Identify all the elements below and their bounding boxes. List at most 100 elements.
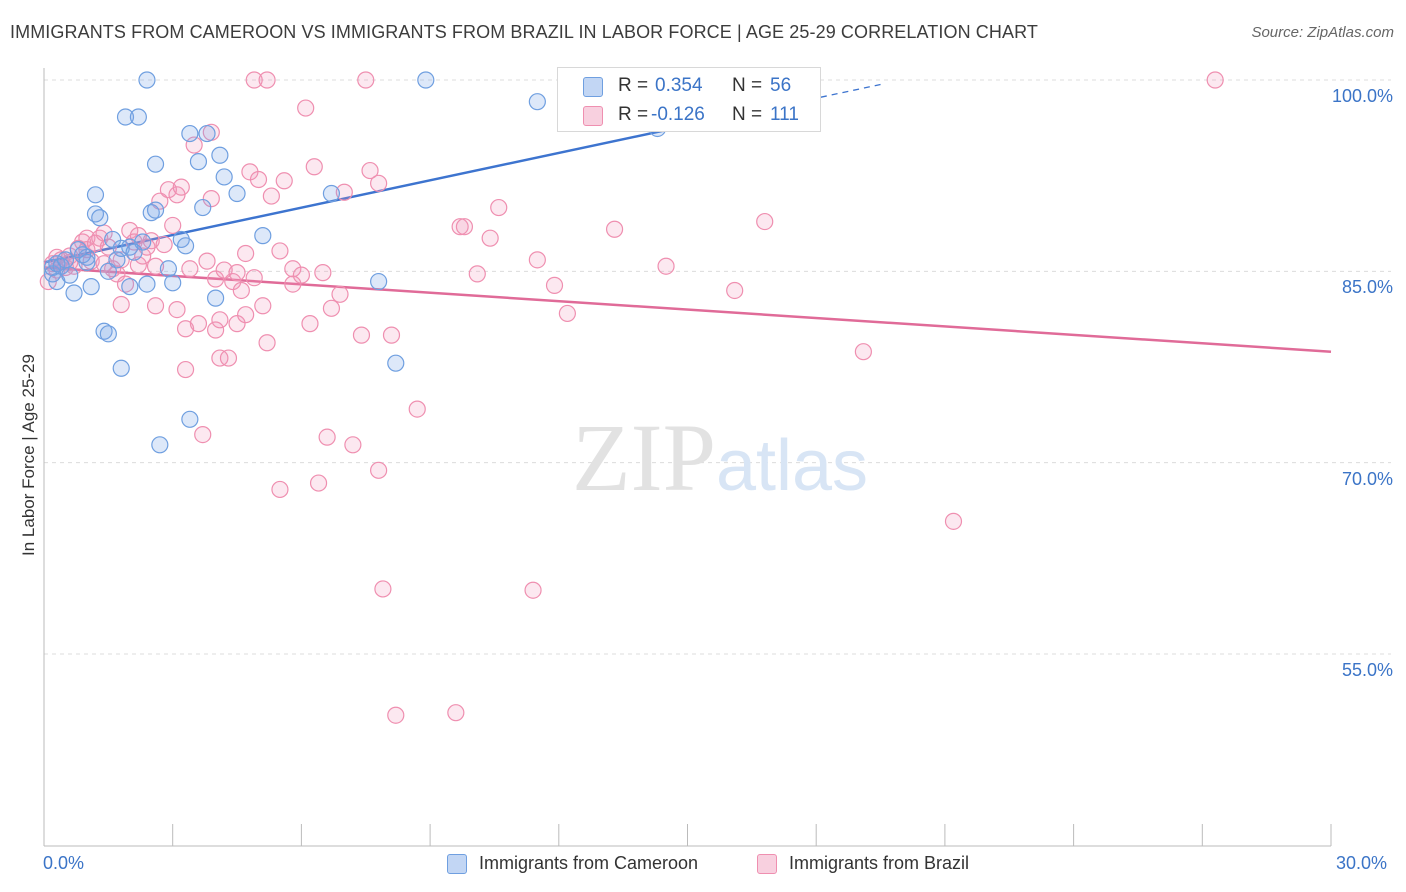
brazil-point xyxy=(657,257,675,275)
brazil-point xyxy=(211,311,229,329)
brazil-point xyxy=(198,252,216,270)
cameroon-point xyxy=(159,260,178,278)
brazil-point xyxy=(249,170,268,189)
cameroon-point xyxy=(112,239,130,257)
brazil-point xyxy=(245,269,263,287)
brazil-point xyxy=(271,242,289,260)
brazil-swatch xyxy=(757,854,777,874)
y-tick-label: 85.0% xyxy=(1341,277,1393,298)
cameroon-point xyxy=(65,284,83,302)
y-tick-label: 55.0% xyxy=(1341,660,1393,680)
cameroon-point xyxy=(56,251,75,269)
brazil-point xyxy=(455,218,474,236)
brazil-point xyxy=(408,400,426,418)
brazil-point xyxy=(142,232,160,250)
brazil-point xyxy=(146,257,165,275)
brazil-point xyxy=(129,256,147,274)
cameroon-point xyxy=(181,410,199,428)
brazil-point xyxy=(172,178,190,196)
legend-n-label: N = xyxy=(732,75,763,96)
brazil-point xyxy=(382,326,401,344)
brazil-point xyxy=(301,315,319,333)
cameroon-point xyxy=(387,354,405,372)
brazil-point xyxy=(490,198,508,217)
cameroon-point xyxy=(121,278,139,296)
brazil-point xyxy=(854,343,872,361)
watermark-zip: ZIP xyxy=(572,404,716,511)
correlation-legend: R = 0.354 N = 56 R = -0.126 N = 111 xyxy=(557,67,821,132)
cameroon-point xyxy=(138,71,156,89)
legend-label-brazil: Immigrants from Brazil xyxy=(789,853,970,873)
brazil-point xyxy=(447,704,465,722)
cameroon-point xyxy=(176,237,195,255)
brazil-point xyxy=(481,229,499,247)
source-credit: Source: ZipAtlas.com xyxy=(1251,24,1394,41)
brazil-point xyxy=(181,260,199,278)
data-points xyxy=(39,71,1224,724)
chart-title: IMMIGRANTS FROM CAMEROON VS IMMIGRANTS F… xyxy=(10,22,1038,42)
legend-n-value: 56 xyxy=(770,75,792,96)
cameroon-point xyxy=(116,108,135,126)
brazil-point xyxy=(297,99,315,117)
brazil-point xyxy=(944,512,963,530)
brazil-point xyxy=(352,326,371,344)
brazil-point xyxy=(318,428,336,446)
cameroon-point xyxy=(104,230,122,249)
cameroon-point xyxy=(211,146,229,164)
legend-n-label: N = xyxy=(732,104,763,125)
cameroon-point xyxy=(112,359,130,377)
brazil-point xyxy=(262,187,280,205)
watermark-atlas: atlas xyxy=(716,426,868,506)
legend-r-value: -0.126 xyxy=(651,104,705,125)
brazil-point xyxy=(112,295,130,314)
brazil-point xyxy=(284,275,302,293)
brazil-point xyxy=(189,315,208,333)
brazil-point xyxy=(232,281,250,300)
y-tick-label: 100.0% xyxy=(1331,86,1393,106)
brazil-point xyxy=(275,172,293,190)
brazil-point xyxy=(284,260,302,278)
cameroon-point xyxy=(228,184,246,203)
y-tick-label: 70.0% xyxy=(1341,468,1393,489)
brazil-point xyxy=(151,192,169,210)
brazil-point xyxy=(155,235,173,254)
series-legend: Immigrants from Cameroon Immigrants from… xyxy=(0,852,1406,878)
cameroon-point xyxy=(61,266,79,284)
cameroon-point xyxy=(194,198,212,217)
brazil-point xyxy=(176,360,195,379)
brazil-point xyxy=(756,212,774,231)
brazil-point xyxy=(331,285,349,303)
brazil-point xyxy=(370,461,388,479)
brazil-point xyxy=(237,244,255,263)
cameroon-point xyxy=(82,278,100,296)
brazil-point xyxy=(254,297,272,315)
legend-row-cameroon: R = 0.354 N = 56 xyxy=(558,72,820,102)
brazil-point xyxy=(202,190,220,208)
brazil-point xyxy=(159,181,178,199)
brazil-point xyxy=(215,261,233,279)
cameroon-point xyxy=(164,274,182,292)
brazil-point xyxy=(545,276,564,294)
brazil-point xyxy=(271,480,289,499)
cameroon-point xyxy=(189,153,208,171)
brazil-point xyxy=(374,580,392,598)
cameroon-trend-line xyxy=(43,123,693,264)
cameroon-point xyxy=(99,325,117,343)
brazil-point xyxy=(207,270,225,288)
cameroon-point xyxy=(86,186,105,204)
brazil-point xyxy=(370,174,388,192)
legend-label-cameroon: Immigrants from Cameroon xyxy=(479,853,699,873)
brazil-point xyxy=(194,426,212,444)
cameroon-swatch xyxy=(447,854,467,874)
brazil-point xyxy=(726,281,744,300)
cameroon-point xyxy=(138,275,156,293)
brazil-point xyxy=(322,299,341,317)
brazil-point xyxy=(237,306,255,324)
brazil-point xyxy=(1206,71,1224,89)
cameroon-point xyxy=(125,243,143,261)
brazil-point xyxy=(528,251,546,269)
brazil-point xyxy=(224,272,242,291)
brazil-point xyxy=(524,581,542,599)
x-tick-label-min: 0.0% xyxy=(43,853,85,873)
brazil-point xyxy=(228,264,246,282)
